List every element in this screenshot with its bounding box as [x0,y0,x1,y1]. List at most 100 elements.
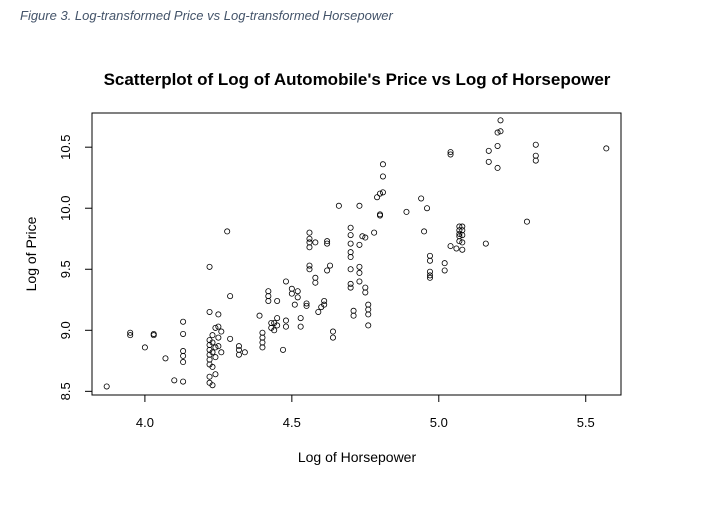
data-point [356,263,363,270]
data-point [377,212,384,219]
data-point [447,149,454,156]
data-point [306,229,313,236]
data-point [324,267,331,274]
data-point [209,382,216,389]
data-point [347,240,354,247]
data-point [209,339,216,346]
data-point [259,344,266,351]
data-point [494,142,501,149]
data-point [456,227,463,234]
data-point [426,272,433,279]
data-point [365,311,372,318]
data-point [532,141,539,148]
data-point [180,330,187,337]
data-point [447,243,454,250]
x-tick-label: 5.0 [430,415,448,430]
data-point [212,344,219,351]
data-point [523,218,530,225]
data-point [377,211,384,218]
data-point [235,343,242,350]
data-point [291,301,298,308]
data-point [347,232,354,239]
data-point [379,189,386,196]
data-point [215,311,222,318]
chart-title: Scatterplot of Log of Automobile's Price… [104,70,611,89]
data-point [206,373,213,380]
data-point [280,346,287,353]
data-point [350,307,357,314]
data-point [127,332,134,339]
data-point [180,378,187,385]
y-tick-label: 8.5 [58,382,73,400]
data-point [288,290,295,297]
data-point [306,235,313,242]
data-point [347,284,354,291]
data-point [274,322,281,329]
data-point [265,293,272,300]
data-point [227,293,234,300]
data-point [303,300,310,307]
data-point [206,356,213,363]
data-point [212,371,219,378]
data-point [403,208,410,215]
data-points [103,117,610,390]
data-point [456,230,463,237]
data-point [365,322,372,329]
data-point [424,205,431,212]
data-point [259,339,266,346]
data-point [306,244,313,251]
data-point [426,252,433,259]
data-point [379,173,386,180]
data-point [453,245,460,252]
data-point [209,332,216,339]
data-point [180,318,187,325]
data-point [362,289,369,296]
data-point [426,274,433,281]
data-point [180,359,187,366]
data-point [141,344,148,351]
y-axis: 8.5 9.0 9.5 10.0 10.5 [58,135,92,400]
data-point [215,343,222,350]
data-point [218,349,225,356]
data-point [288,285,295,292]
data-point [327,262,334,269]
data-point [209,363,216,370]
y-tick-label: 10.0 [58,196,73,221]
data-point [356,202,363,209]
data-point [306,266,313,273]
data-point [259,334,266,341]
data-point [329,334,336,341]
data-point [347,224,354,231]
data-point [265,297,272,304]
data-point [274,315,281,322]
data-point [356,241,363,248]
data-point [347,280,354,287]
data-point [271,327,278,334]
data-point [312,274,319,281]
data-point [426,257,433,264]
x-tick-label: 4.0 [136,415,154,430]
data-point [379,161,386,168]
plot-frame [91,112,622,396]
x-tick-label: 5.5 [577,415,595,430]
data-point [206,263,213,270]
data-point [356,278,363,285]
data-point [359,233,366,240]
data-point [206,308,213,315]
data-point [321,301,328,308]
data-point [374,194,381,201]
x-axis: 4.0 4.5 5.0 5.5 [136,395,595,430]
data-point [215,323,222,330]
data-point [456,223,463,230]
data-point [180,352,187,359]
data-point [321,297,328,304]
data-point [171,377,178,384]
data-point [497,128,504,135]
data-point [215,334,222,341]
data-point [371,229,378,236]
data-point [441,260,448,267]
data-point [350,312,357,319]
data-point [256,312,263,319]
data-point [312,279,319,286]
